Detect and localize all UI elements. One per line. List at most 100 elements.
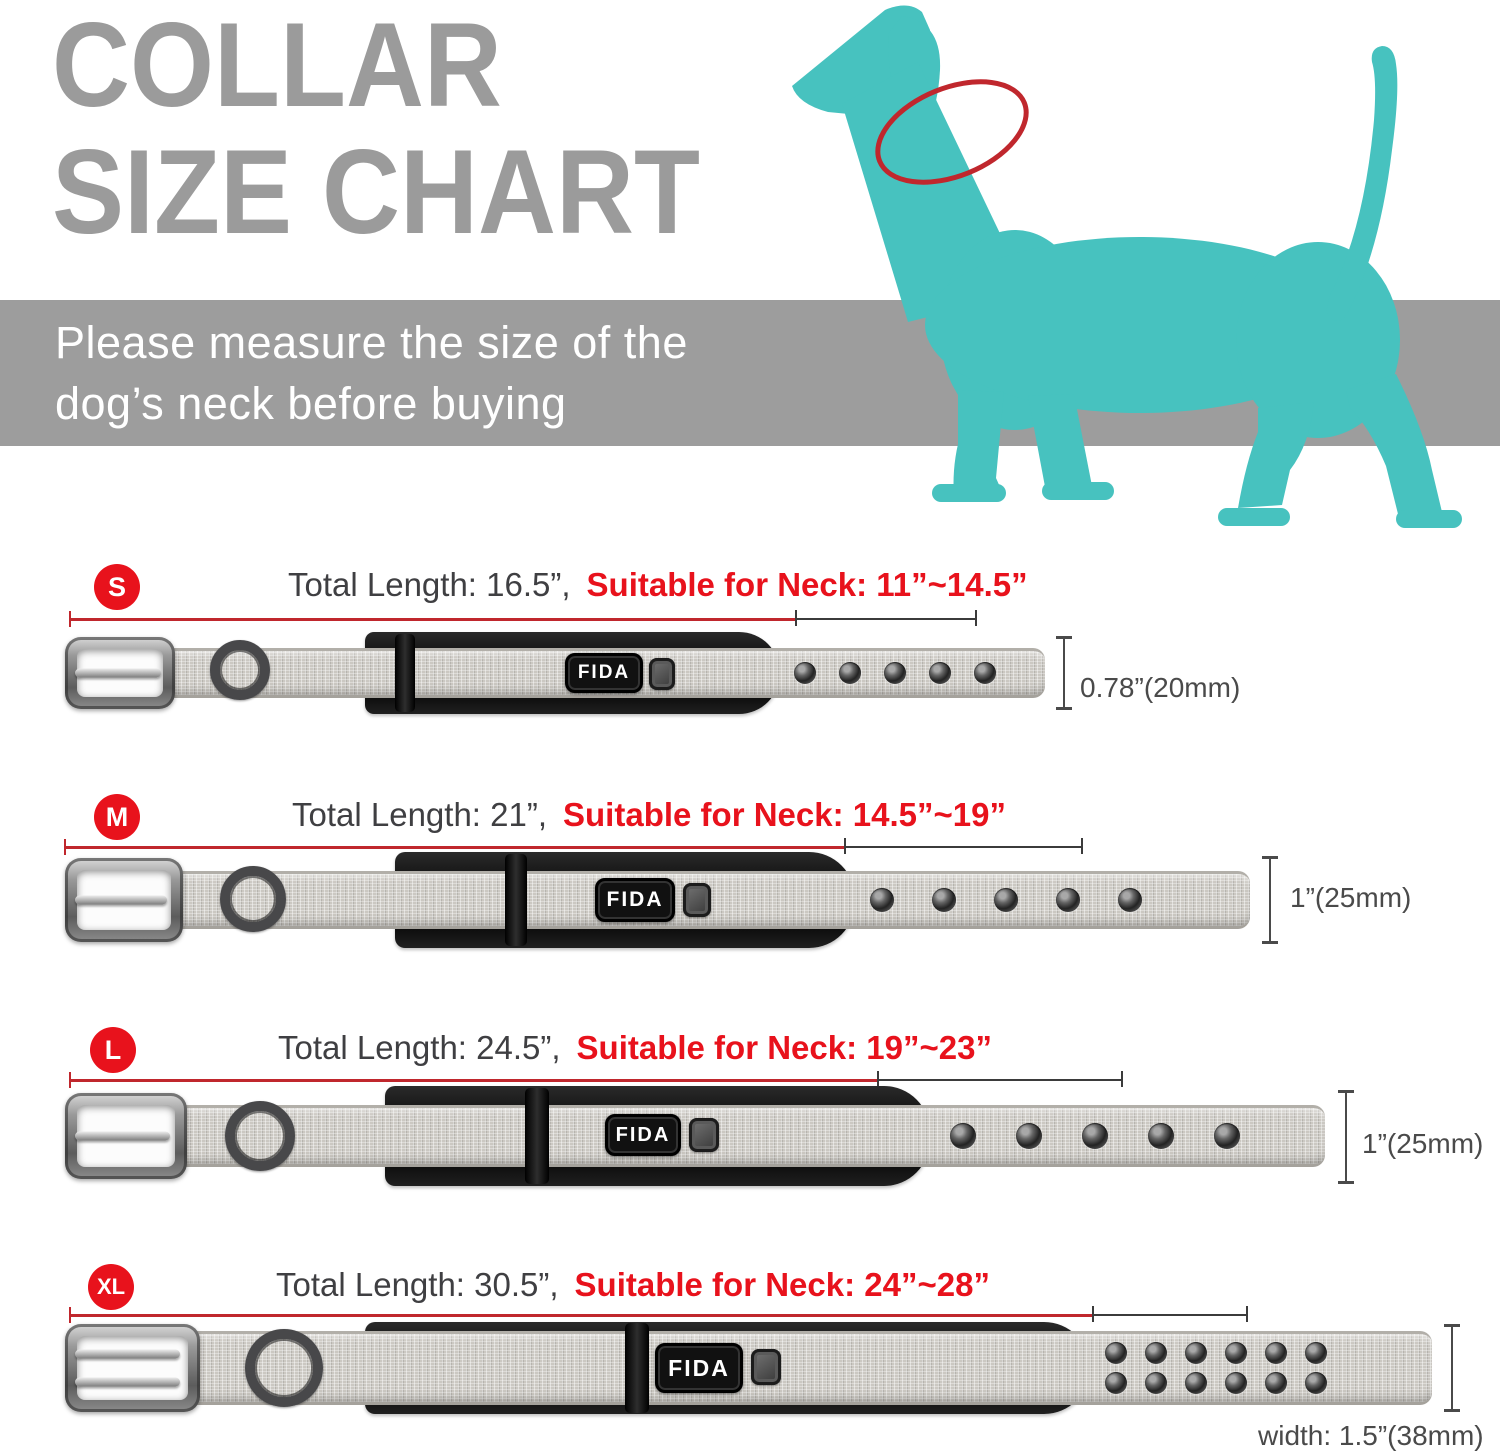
width-bracket [1262,856,1278,944]
eyelet [1225,1372,1247,1394]
width-bracket [1444,1324,1460,1412]
page-title-line1: COLLAR [52,0,502,132]
width-label: 1”(25mm) [1290,882,1412,913]
measure-notice-text: Please measure the size of the dog’s nec… [55,312,688,434]
neck-range-text: Suitable for Neck: 14.5”~19” [563,796,1006,833]
eyelet [974,662,996,684]
size-badge-m: M [94,794,140,840]
neck-measure-ellipse [875,79,1029,185]
eyelet-row [794,662,996,684]
collar-photo-s: FIDA [65,632,1045,714]
buckle-prong [75,1131,171,1141]
metal-buckle [65,1324,200,1412]
eyelet [1105,1372,1127,1394]
page-title: COLLAR SIZE CHART [52,2,700,256]
eyelet [870,888,894,912]
width-label: width: 1.5”(38mm) [1258,1420,1484,1451]
size-text-l: Total Length: 24.5”, Suitable for Neck: … [278,1029,992,1067]
total-length-text: Total Length: 16.5”, [288,566,571,603]
eyelet [1016,1123,1042,1149]
brand-label: FIDA [655,1343,743,1393]
rivet-loop [649,658,675,690]
eyelet-row [870,888,1142,912]
collar-photo-m: FIDA [65,852,1250,948]
size-text-s: Total Length: 16.5”, Suitable for Neck: … [288,566,1028,604]
eyelet [1148,1123,1174,1149]
total-length-text: Total Length: 30.5”, [276,1266,559,1303]
measure-notice-line2: dog’s neck before buying [55,378,567,429]
eyelet [794,662,816,684]
eyelet [994,888,1018,912]
page-title-line2: SIZE CHART [52,125,700,259]
eyelet [884,662,906,684]
neck-range-text: Suitable for Neck: 24”~28” [574,1266,990,1303]
eyelet [1265,1342,1287,1364]
rivet-loop [751,1349,781,1385]
metal-buckle [65,858,183,942]
buckle-prong [75,1377,181,1387]
eyelet-row [1105,1342,1327,1364]
d-ring [210,640,270,700]
strap-keeper [395,634,415,712]
metal-buckle [65,637,175,709]
size-text-xl: Total Length: 30.5”, Suitable for Neck: … [276,1266,990,1304]
width-label: 1”(25mm) [1362,1128,1484,1159]
total-length-text: Total Length: 24.5”, [278,1029,561,1066]
eyelet-row [950,1123,1240,1149]
collar-webbing [160,871,1250,929]
eyelet [1145,1342,1167,1364]
dog-silhouette-svg [792,5,1462,528]
strap-keeper [625,1323,649,1413]
d-ring [220,866,286,932]
eyelet [1265,1372,1287,1394]
width-bracket [1338,1090,1354,1184]
eyelet [929,662,951,684]
rivet-loop [683,883,711,917]
eyelet [839,662,861,684]
collar-webbing [170,1331,1432,1405]
buckle-prong [75,668,161,678]
collar-photo-l: FIDA [65,1086,1325,1186]
eyelet-row [1105,1372,1327,1394]
d-ring [225,1101,295,1171]
dog-silhouette-graphic [790,0,1470,535]
size-badge-s: S [94,564,140,610]
width-label: 0.78”(20mm) [1080,672,1241,703]
eyelet [1185,1372,1207,1394]
neck-range-text: Suitable for Neck: 19”~23” [576,1029,992,1066]
dog-body-shapes [792,5,1462,528]
total-length-text: Total Length: 21”, [292,796,548,833]
neck-range-text: Suitable for Neck: 11”~14.5” [586,566,1028,603]
collar-photo-xl: FIDA [65,1322,1432,1414]
eyelet [1118,888,1142,912]
eyelet [1225,1342,1247,1364]
eyelet [1082,1123,1108,1149]
collar-webbing [165,1105,1325,1167]
eyelet [1305,1372,1327,1394]
size-badge-xl: XL [88,1264,134,1310]
size-badge-l: L [90,1027,136,1073]
eyelet [950,1123,976,1149]
eyelet [1214,1123,1240,1149]
brand-label: FIDA [605,1114,681,1156]
size-text-m: Total Length: 21”, Suitable for Neck: 14… [292,796,1006,834]
rivet-loop [689,1118,719,1152]
eyelet [1056,888,1080,912]
d-ring [245,1329,323,1407]
eyelet [1105,1342,1127,1364]
eyelet [932,888,956,912]
width-bracket [1056,636,1072,710]
metal-buckle [65,1093,187,1179]
brand-label: FIDA [565,653,643,693]
eyelet [1185,1342,1207,1364]
measure-notice-line1: Please measure the size of the [55,317,688,368]
eyelet [1145,1372,1167,1394]
brand-label: FIDA [595,878,675,922]
strap-keeper [505,854,527,946]
buckle-prong [75,1349,181,1359]
